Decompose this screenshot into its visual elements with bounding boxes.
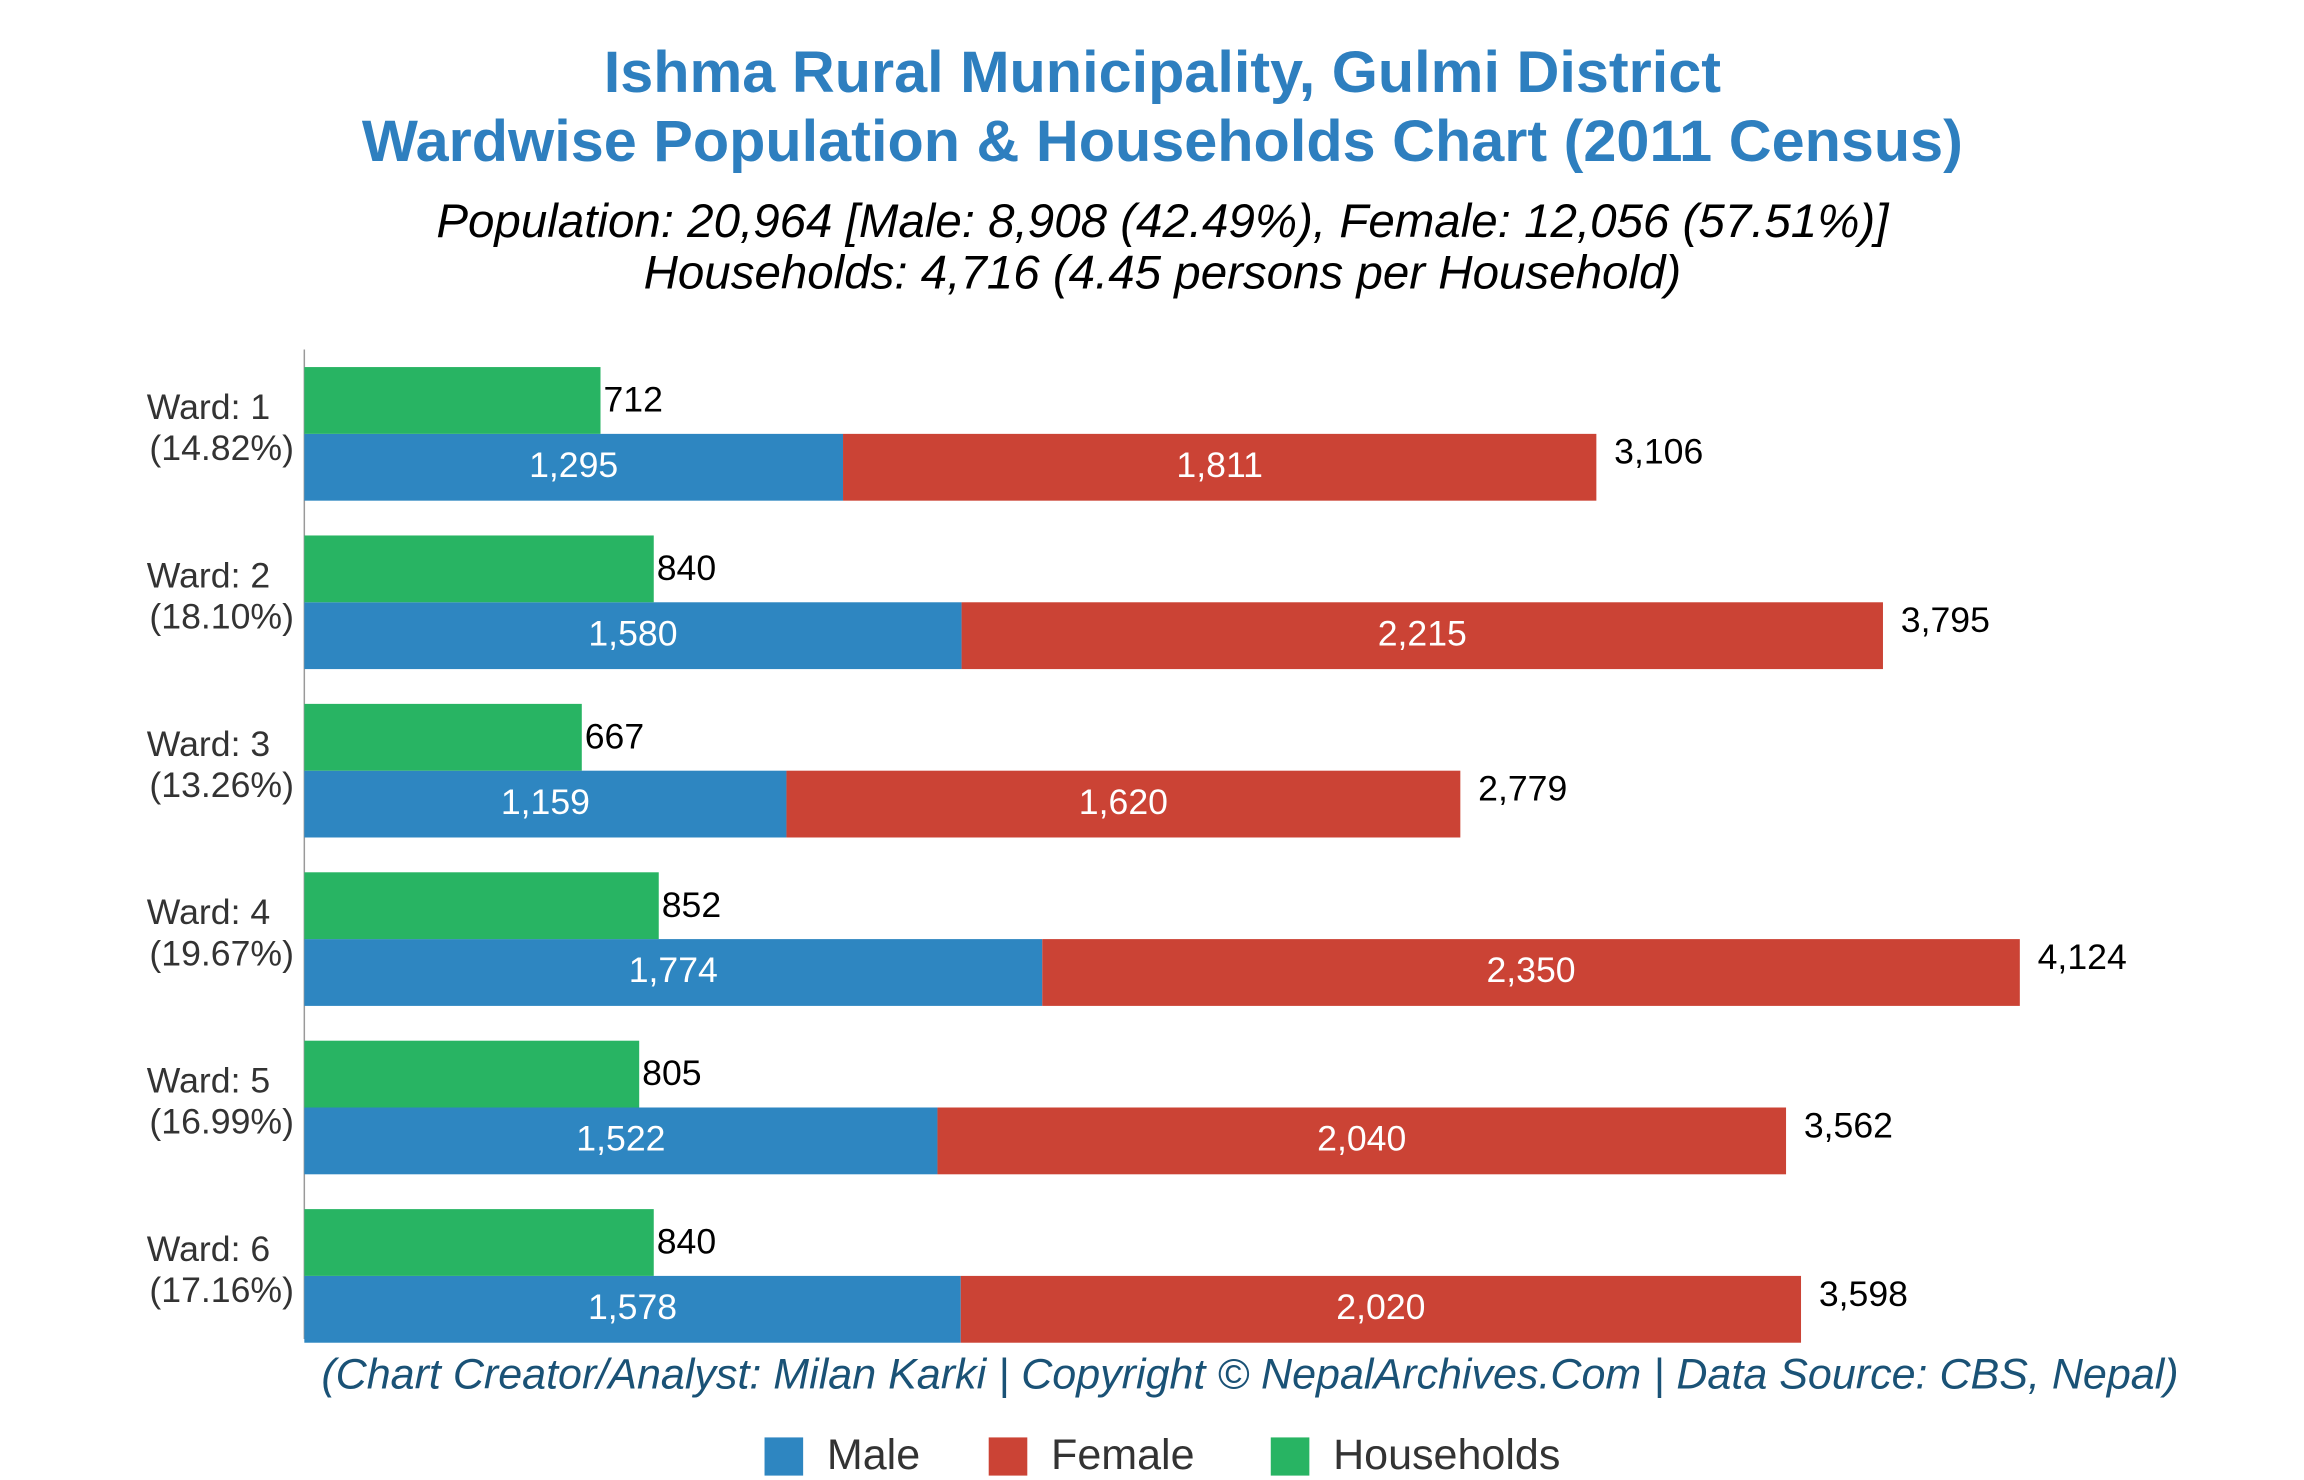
household-label: 840 [657,548,716,588]
category-share: (18.10%) [149,597,294,637]
credit-note: (Chart Creator/Analyst: Milan Karki | Co… [321,1351,2178,1399]
population-segment [304,770,787,838]
household-bar [304,1040,640,1108]
category-label: Ward: 5 [147,1061,270,1101]
total-label: 3,562 [1804,1106,1893,1146]
household-label: 667 [585,717,644,757]
population-segment [304,433,844,501]
category-label: Ward: 3 [147,724,270,764]
population-segment [1042,939,2020,1006]
household-bar [304,367,601,434]
segment-label: 2,020 [1336,1287,1425,1327]
category-share: (13.26%) [149,765,294,805]
total-label: 3,106 [1614,432,1703,472]
segment-label: 2,215 [1378,614,1467,654]
legend-label: Female [1051,1431,1195,1479]
population-segment [304,602,962,670]
category-share: (19.67%) [149,933,294,973]
population-segment [960,1275,1802,1343]
household-bar [304,535,654,603]
chart-subtitle: Population: 20,964 [Male: 8,908 (42.49%)… [436,195,1890,248]
segment-label: 1,620 [1079,782,1168,822]
category-share: (17.16%) [149,1270,294,1310]
segment-label: 2,040 [1317,1119,1406,1159]
category-label: Ward: 2 [147,556,270,596]
category-label: Ward: 6 [147,1229,270,1269]
category-share: (16.99%) [149,1102,294,1142]
household-bar [304,872,659,940]
chart-title: Ishma Rural Municipality, Gulmi District [604,39,1721,105]
category-label: Ward: 1 [147,387,270,427]
household-label: 805 [642,1053,701,1093]
category-share: (14.82%) [149,428,294,468]
legend-swatch [988,1437,1028,1476]
chart-title: Wardwise Population & Households Chart (… [362,108,1963,174]
total-label: 3,795 [1901,600,1990,640]
segment-label: 1,295 [529,445,618,485]
segment-label: 1,774 [629,950,718,990]
segment-label: 1,522 [576,1119,665,1159]
segment-label: 1,811 [1176,445,1262,485]
total-label: 2,779 [1478,769,1567,809]
population-segment [304,1275,961,1343]
category-label: Ward: 4 [147,892,270,932]
household-bar [304,703,582,771]
population-segment [304,1107,938,1175]
population-segment [961,602,1883,670]
household-label: 712 [603,380,662,420]
segment-label: 1,580 [588,614,677,654]
population-segment [937,1107,1787,1175]
chart-subtitle: Households: 4,716 (4.45 persons per Hous… [644,247,1682,300]
household-label: 852 [662,885,721,925]
total-label: 4,124 [2038,937,2127,977]
legend-swatch [764,1437,804,1476]
population-segment [843,433,1597,501]
legend-swatch [1270,1437,1310,1476]
population-segment [786,770,1461,838]
total-label: 3,598 [1819,1274,1908,1314]
segment-label: 1,159 [501,782,590,822]
household-bar [304,1209,654,1276]
legend-label: Male [827,1431,920,1479]
segment-label: 2,350 [1486,950,1575,990]
segment-label: 1,578 [588,1287,677,1327]
household-label: 840 [657,1222,716,1262]
population-segment [304,939,1043,1006]
legend-label: Households [1333,1431,1560,1479]
